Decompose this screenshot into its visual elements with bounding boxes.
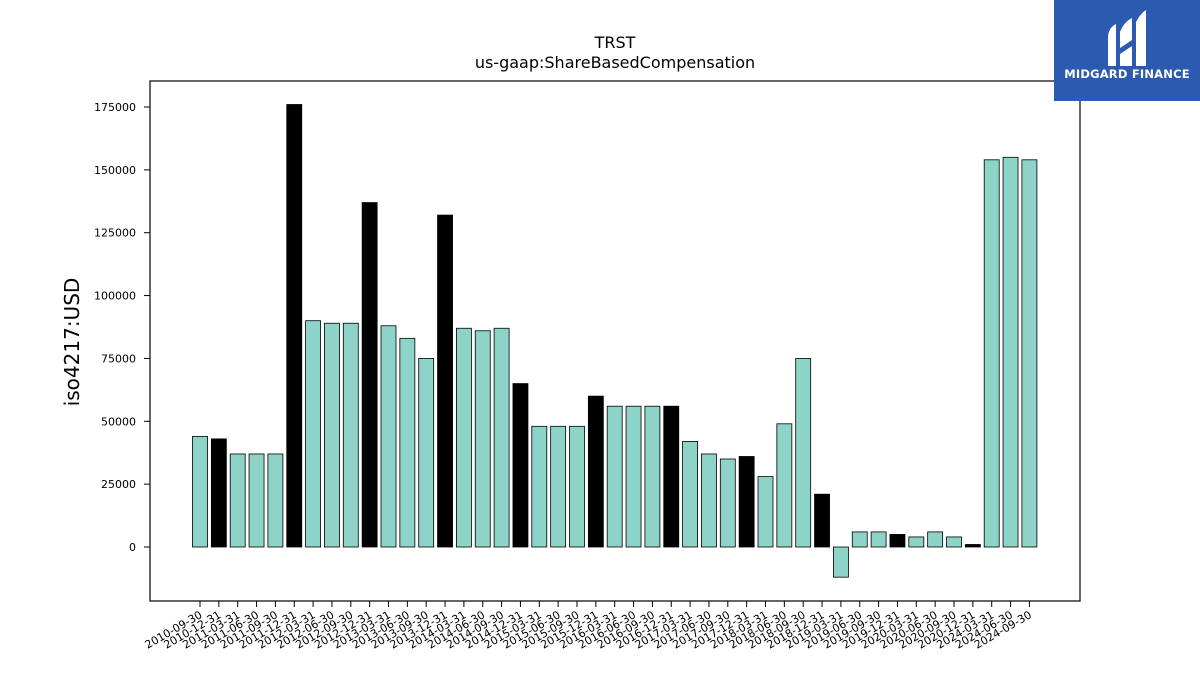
bar-2013-03-31 [380, 325, 397, 548]
bar-2015-12-31 [587, 395, 604, 548]
bar-2015-06-30 [550, 425, 567, 548]
bar-2014-09-30 [493, 327, 510, 548]
y-tick-label: 125000 [94, 227, 136, 240]
chart-subtitle: us-gaap:ShareBasedCompensation [475, 53, 755, 72]
bar-2012-03-31 [305, 320, 322, 548]
bar-2015-09-30 [569, 425, 585, 548]
bar-2012-12-31 [361, 202, 378, 548]
y-tick-label: 50000 [101, 415, 136, 428]
bar-2019-03-31 [833, 546, 849, 578]
bar-2013-12-31 [437, 214, 453, 548]
y-tick-label: 150000 [94, 164, 136, 177]
brand-logo: MIDGARD FINANCE [1054, 0, 1200, 101]
bar-2019-12-31 [889, 534, 906, 548]
bar-2017-03-31 [682, 440, 698, 548]
y-axis: 0 25000 50000 75000 100000 125000 150000 175000 [94, 101, 150, 554]
bar-2019-06-30 [851, 531, 868, 548]
bar-2010-09-30 [192, 435, 208, 548]
bar-2012-06-30 [324, 322, 340, 548]
y-tick-label: 25000 [101, 478, 136, 491]
bar-2015-03-31 [531, 425, 548, 548]
bar-2016-09-30 [644, 405, 661, 548]
bar-2013-09-30 [418, 358, 435, 548]
bar-2020-06-30 [927, 531, 944, 548]
bar-2014-12-31 [512, 383, 529, 548]
bar-2018-06-30 [776, 423, 793, 548]
bar-2019-09-30 [870, 531, 887, 548]
bar-2017-09-30 [719, 458, 736, 548]
bar-2016-12-31 [663, 405, 680, 548]
bars-group [192, 104, 1038, 578]
y-tick-label: 100000 [94, 290, 136, 303]
bar-2024-09-30 [1021, 159, 1038, 548]
bar-2011-09-30 [267, 453, 284, 548]
bar-2013-06-30 [399, 337, 416, 548]
bar-2016-06-30 [625, 405, 642, 548]
bar-2020-03-31 [908, 536, 925, 548]
bar-2010-12-31 [210, 438, 227, 548]
y-tick-label: 0 [129, 541, 136, 554]
y-axis-label: iso4217:USD [60, 278, 84, 407]
bar-2014-03-31 [455, 327, 472, 548]
bar-2020-09-30 [946, 536, 962, 548]
chart-title: TRST [594, 33, 636, 52]
bar-2024-03-31 [983, 159, 1000, 548]
midgard-logo-icon [1108, 10, 1146, 66]
bar-2017-06-30 [701, 453, 717, 548]
bar-2014-06-30 [474, 330, 491, 548]
bar-2018-03-31 [757, 476, 774, 548]
y-tick-label: 175000 [94, 101, 136, 114]
bar-2011-06-30 [248, 453, 265, 548]
bar-2018-09-30 [795, 358, 812, 548]
brand-name: MIDGARD FINANCE [1064, 67, 1190, 81]
plot-frame [149, 80, 1081, 602]
y-tick-label: 75000 [101, 352, 136, 365]
bar-2020-12-31 [964, 544, 981, 548]
bar-2018-12-31 [814, 493, 830, 548]
bar-2016-03-31 [606, 405, 623, 548]
bar-2024-06-30 [1002, 156, 1019, 548]
x-axis: 2010-09-302010-12-312011-03-312011-06-30… [143, 601, 1034, 652]
bar-2011-03-31 [229, 453, 246, 548]
bar-2017-12-31 [738, 456, 755, 548]
bar-2012-09-30 [342, 322, 359, 548]
bar-2011-12-31 [286, 104, 303, 548]
